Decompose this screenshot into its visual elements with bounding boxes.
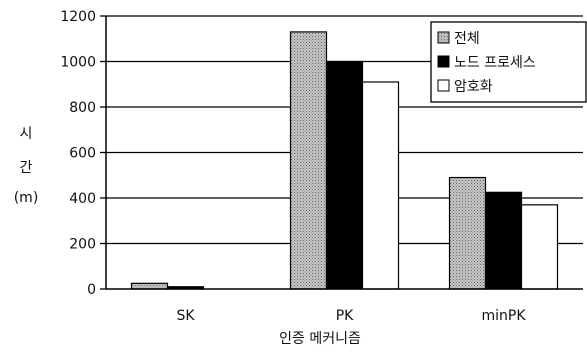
x-axis-label: 인증 메커니즘: [279, 331, 361, 347]
x-category-label: minPK: [481, 308, 526, 324]
x-category-label: SK: [176, 308, 195, 324]
axes: [100, 15, 583, 290]
legend: 전체 노드 프로세스 암호화: [430, 21, 587, 103]
legend-swatch-node-process: [437, 55, 450, 68]
bars: [130, 31, 559, 290]
bar-minPK-2: [520, 204, 559, 290]
y-axis-label-line-2: 간: [20, 160, 33, 176]
legend-label-total: 전체: [454, 31, 480, 47]
bar-PK-1: [325, 60, 364, 290]
y-tick-labels: 0 200 400 600 800 1000 1200: [60, 9, 96, 298]
bar-minPK-1: [484, 191, 523, 290]
legend-swatch-total: [437, 31, 450, 44]
y-axis-label-line-3: (m): [14, 190, 39, 206]
bar-PK-2: [361, 81, 400, 290]
legend-swatch-encryption: [437, 79, 450, 92]
y-tick-label: 1000: [60, 55, 96, 71]
y-tick-label: 0: [87, 282, 96, 298]
y-tick-label: 800: [69, 100, 96, 116]
bar-SK-0: [130, 282, 169, 290]
legend-label-node-process: 노드 프로세스: [454, 55, 536, 71]
x-category-label: PK: [336, 308, 354, 324]
y-tick-label: 200: [69, 237, 96, 253]
y-tick-label: 400: [69, 191, 96, 207]
y-tick-label: 1200: [60, 9, 96, 25]
y-axis-label-line-1: 시: [20, 126, 33, 142]
x-category-labels: SK PK minPK: [176, 308, 526, 324]
y-tick-label: 600: [69, 146, 96, 162]
bar-PK-0: [289, 31, 328, 290]
legend-frame: [430, 21, 587, 103]
bar-minPK-0: [448, 176, 487, 290]
legend-label-encryption: 암호화: [454, 79, 493, 95]
